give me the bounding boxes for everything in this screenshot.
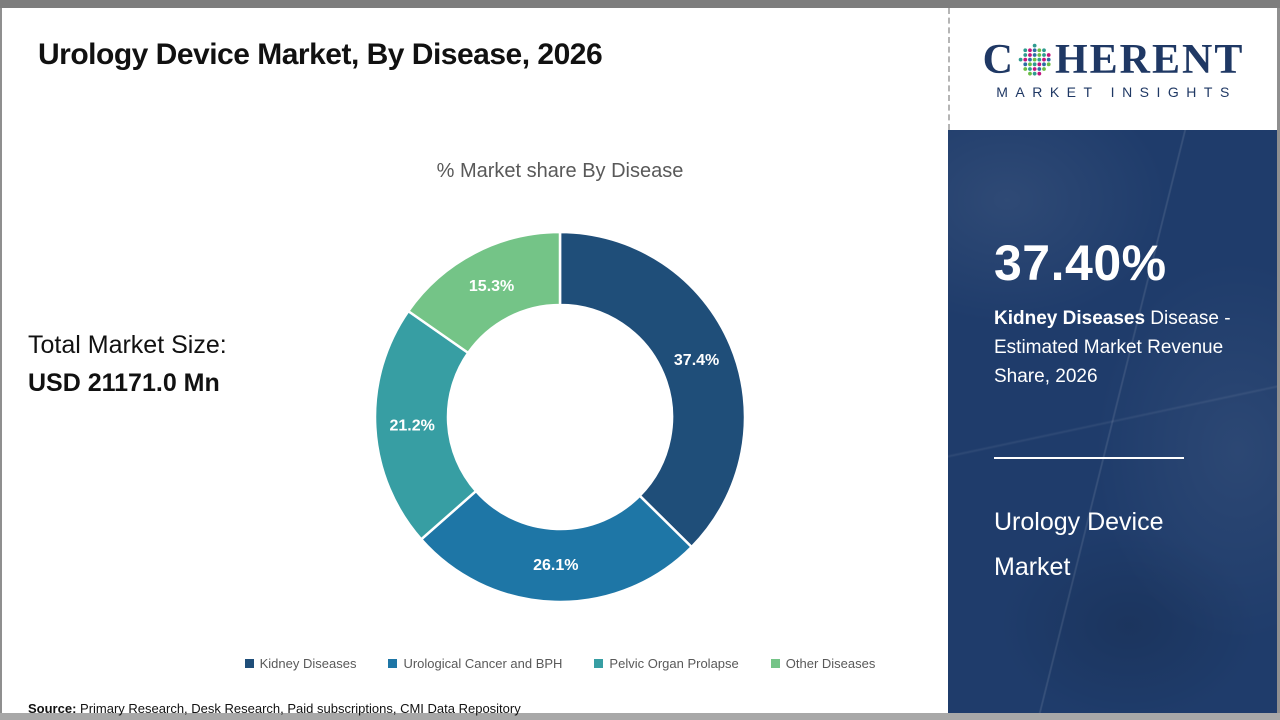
brand-logo: C HERENT xyxy=(983,39,1245,81)
globe-dot xyxy=(1028,61,1032,66)
page-title: Urology Device Market, By Disease, 2026 xyxy=(38,38,603,71)
globe-dot xyxy=(1037,61,1042,66)
donut-segment-2 xyxy=(419,489,694,604)
legend-swatch-icon xyxy=(388,659,398,668)
source-text: Primary Research, Desk Research, Paid su… xyxy=(76,701,521,716)
legend-label: Other Diseases xyxy=(785,656,876,671)
sidebar-stat-value: 37.40% xyxy=(994,235,1167,291)
globe-dot xyxy=(1042,61,1046,66)
globe-dot xyxy=(1028,71,1032,76)
globe-dot xyxy=(1037,52,1042,57)
total-market-size-block: Total Market Size: USD 21171.0 Mn xyxy=(28,326,227,402)
bottom-border xyxy=(0,713,1280,720)
sidebar-divider xyxy=(994,457,1184,459)
legend-swatch-icon xyxy=(244,659,254,668)
globe-dot xyxy=(1023,61,1028,66)
globe-dot xyxy=(1023,57,1028,62)
donut-segment-4 xyxy=(406,230,562,355)
sidebar-stat-description: Kidney Diseases Disease - Estimated Mark… xyxy=(994,304,1242,391)
globe-dot xyxy=(1032,47,1037,52)
globe-dot xyxy=(1018,57,1023,62)
chart-title: % Market share By Disease xyxy=(436,160,684,182)
sidebar-stat-rest: Disease - Estimated Market Revenue Share… xyxy=(994,308,1231,387)
globe-dot xyxy=(1023,47,1028,52)
legend-item: Urological Cancer and BPH xyxy=(388,656,562,671)
chart-legend: Kidney Diseases Urological Cancer and BPH… xyxy=(175,656,945,671)
globe-dot xyxy=(1042,52,1046,57)
sidebar-stat-category: Kidney Diseases xyxy=(994,308,1146,329)
legend-swatch-icon xyxy=(594,659,604,668)
legend-label: Pelvic Organ Prolapse xyxy=(609,656,739,671)
total-market-size-value: USD 21171.0 Mn xyxy=(28,369,220,397)
main-content-area: Urology Device Market, By Disease, 2026 … xyxy=(2,8,948,716)
globe-dot xyxy=(1023,52,1028,57)
legend-label: Kidney Diseases xyxy=(259,656,357,671)
logo-word-end: HERENT xyxy=(1054,36,1245,83)
legend-item: Kidney Diseases xyxy=(244,656,357,671)
source-label: Source: xyxy=(28,701,77,716)
globe-dot xyxy=(1042,47,1046,52)
globe-dot xyxy=(1046,61,1051,66)
total-market-size-label: Total Market Size: xyxy=(28,331,227,359)
donut-segment-label: 26.1% xyxy=(533,557,578,574)
logo-word-start: C xyxy=(982,36,1015,83)
donut-chart-svg: 37.4% 26.1% 21.2% 15.3% xyxy=(373,230,747,604)
globe-dot xyxy=(1028,47,1032,52)
globe-dot xyxy=(1032,43,1037,47)
globe-dot xyxy=(1037,66,1042,71)
donut-segment-3 xyxy=(373,309,478,542)
source-line: Source: Primary Research, Desk Research,… xyxy=(28,701,521,716)
globe-dot xyxy=(1042,66,1046,71)
globe-dot xyxy=(1032,52,1037,57)
globe-dot xyxy=(1032,57,1037,62)
globe-dot xyxy=(1037,71,1042,76)
legend-item: Pelvic Organ Prolapse xyxy=(594,656,739,671)
globe-dot xyxy=(1032,61,1037,66)
legend-label: Urological Cancer and BPH xyxy=(403,656,563,671)
globe-dot xyxy=(1046,57,1051,62)
globe-dot xyxy=(1032,71,1037,76)
globe-dot xyxy=(1028,66,1032,71)
globe-dot xyxy=(1037,57,1042,62)
logo-area: C HERENT MARKET INSIGHTS xyxy=(948,8,1277,130)
donut-segment-label: 15.3% xyxy=(469,278,514,295)
donut-segment-1 xyxy=(558,230,747,549)
globe-dot xyxy=(1028,57,1032,62)
legend-swatch-icon xyxy=(770,659,780,668)
sidebar-panel: 37.40% Kidney Diseases Disease - Estimat… xyxy=(948,130,1277,713)
logo-subtitle: MARKET INSIGHTS xyxy=(996,83,1237,100)
donut-segment-label: 21.2% xyxy=(390,417,435,434)
sidebar-market-name: Urology Device Market xyxy=(994,508,1164,581)
globe-dot xyxy=(1046,52,1051,57)
globe-dot xyxy=(1028,52,1032,57)
donut-chart: 37.4% 26.1% 21.2% 15.3% xyxy=(330,187,790,647)
top-border xyxy=(0,0,1280,8)
globe-dot xyxy=(1032,66,1037,71)
globe-dot xyxy=(1037,47,1042,52)
globe-dot xyxy=(1023,66,1028,71)
globe-dot xyxy=(1042,57,1046,62)
donut-segment-label: 37.4% xyxy=(674,352,719,369)
globe-dots-icon xyxy=(1018,43,1051,76)
legend-item: Other Diseases xyxy=(770,656,876,671)
